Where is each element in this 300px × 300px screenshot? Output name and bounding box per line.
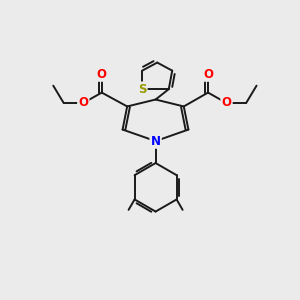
Text: O: O	[97, 68, 107, 81]
Text: O: O	[203, 68, 213, 81]
Text: O: O	[221, 97, 232, 110]
Text: O: O	[78, 97, 88, 110]
Text: S: S	[138, 82, 146, 96]
Text: N: N	[151, 135, 160, 148]
